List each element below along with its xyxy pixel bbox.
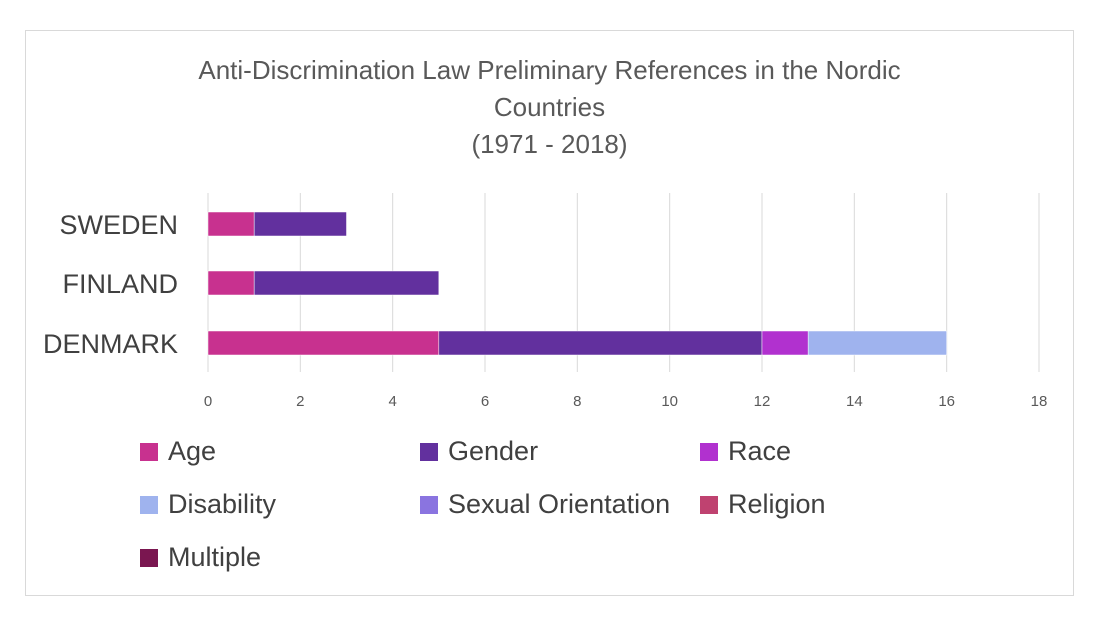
chart-frame (25, 30, 1074, 596)
chart-title-line-2: Countries (493, 92, 606, 122)
legend-swatch (140, 495, 158, 514)
x-tick-label: 12 (754, 393, 771, 410)
category-label: DENMARK (43, 329, 178, 359)
x-tick-label: 14 (846, 393, 863, 410)
legend-label: Religion (728, 489, 826, 519)
x-tick-label: 0 (204, 393, 212, 410)
legend-item: Religion (700, 489, 826, 520)
chart-title: Anti-Discrimination Law Preliminary Refe… (25, 52, 1074, 163)
legend-swatch (420, 495, 438, 514)
bar-segment (438, 330, 763, 356)
bar-segment (761, 330, 809, 356)
category-label: FINLAND (62, 269, 178, 299)
x-tick-label: 2 (296, 393, 304, 410)
chart-title-line-3: (1971 - 2018) (471, 129, 628, 159)
legend-swatch (420, 442, 438, 461)
legend-swatch (140, 442, 158, 461)
x-tick-label: 16 (938, 393, 955, 410)
x-tick-label: 18 (1031, 393, 1048, 410)
legend-item: Gender (420, 436, 538, 467)
legend-item: Age (140, 436, 216, 467)
x-tick-label: 10 (661, 393, 678, 410)
x-tick-label: 6 (481, 393, 489, 410)
bar-segment (253, 211, 347, 237)
legend-item: Multiple (140, 542, 261, 573)
legend-label: Gender (448, 436, 539, 466)
legend-label: Sexual Orientation (448, 489, 671, 519)
legend-item: Sexual Orientation (420, 489, 670, 520)
bar-segment (207, 211, 255, 237)
bar-segment (207, 270, 255, 296)
legend-label: Disability (168, 489, 277, 519)
legend-swatch (140, 548, 158, 567)
chart-title-line-1: Anti-Discrimination Law Preliminary Refe… (198, 55, 901, 85)
legend-label: Multiple (168, 542, 262, 572)
bar-segment (807, 330, 947, 356)
category-label: SWEDEN (59, 210, 178, 240)
legend-item: Race (700, 436, 791, 467)
legend-swatch (700, 495, 718, 514)
legend-swatch (700, 442, 718, 461)
legend-label: Age (168, 436, 217, 466)
x-tick-label: 8 (573, 393, 581, 410)
bar-segment (207, 330, 440, 356)
legend-label: Race (728, 436, 792, 466)
x-tick-label: 4 (388, 393, 396, 410)
legend-item: Disability (140, 489, 276, 520)
bar-segment (253, 270, 440, 296)
